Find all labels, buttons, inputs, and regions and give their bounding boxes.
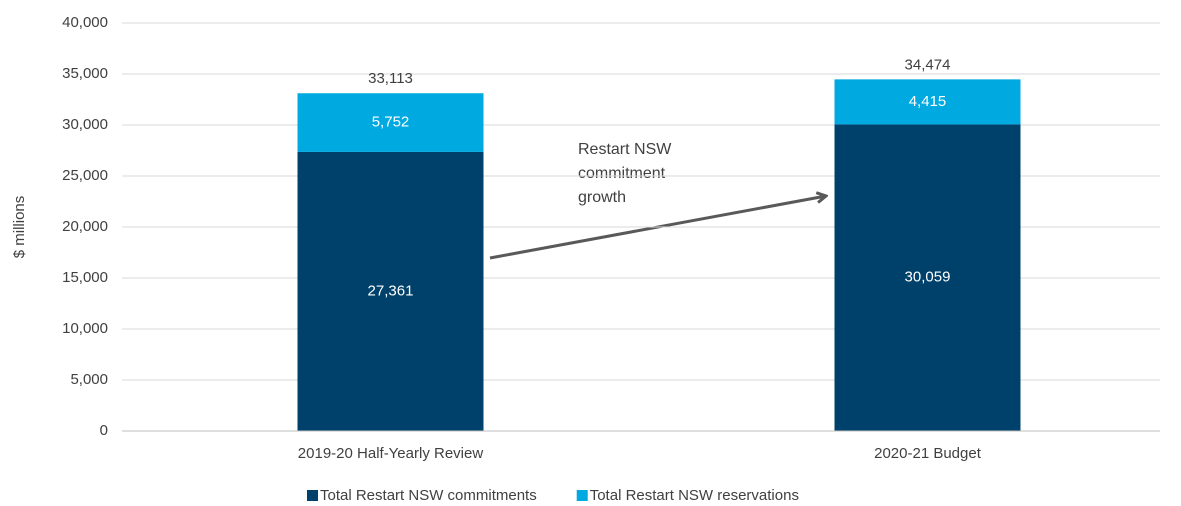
- x-tick-label: 2020-21 Budget: [874, 445, 982, 462]
- legend-swatch: [576, 490, 588, 501]
- y-tick-label: 10,000: [62, 320, 108, 337]
- y-tick-label: 15,000: [62, 269, 108, 286]
- total-label: 34,474: [905, 56, 951, 73]
- bar-segment: [297, 151, 484, 432]
- y-tick-label: 25,000: [62, 167, 108, 184]
- bar-segment: [834, 124, 1021, 432]
- y-tick-label: 20,000: [62, 218, 108, 235]
- total-label: 33,113: [368, 70, 413, 87]
- legend-label: Total Restart NSW commitments: [320, 487, 537, 504]
- annotation: Restart NSW: [578, 141, 672, 158]
- grid: [122, 22, 1160, 381]
- data-label: 4,415: [909, 93, 947, 110]
- bar-segment: [834, 79, 1021, 125]
- legend: Total Restart NSW commitments Total Resta…: [307, 487, 799, 504]
- legend-label: Total Restart NSW reservations: [590, 487, 799, 504]
- annotation: commitment: [578, 165, 666, 182]
- y-axis-label: $ millions: [11, 196, 28, 259]
- y-tick-label: 30,000: [62, 116, 108, 133]
- y-tick-label: 35,000: [62, 65, 108, 82]
- annotation: growth: [578, 189, 626, 206]
- bar-segment: [297, 93, 484, 152]
- legend-swatch: [307, 490, 318, 501]
- data-label: 5,752: [372, 114, 410, 131]
- data-label: 30,059: [905, 269, 951, 286]
- y-tick-label: 0: [100, 422, 108, 439]
- data-label: 27,361: [368, 282, 414, 299]
- y-tick-label: 5,000: [70, 371, 108, 388]
- x-tick-label: 2019-20 Half-Yearly Review: [298, 445, 484, 462]
- y-tick-label: 40,000: [62, 14, 108, 31]
